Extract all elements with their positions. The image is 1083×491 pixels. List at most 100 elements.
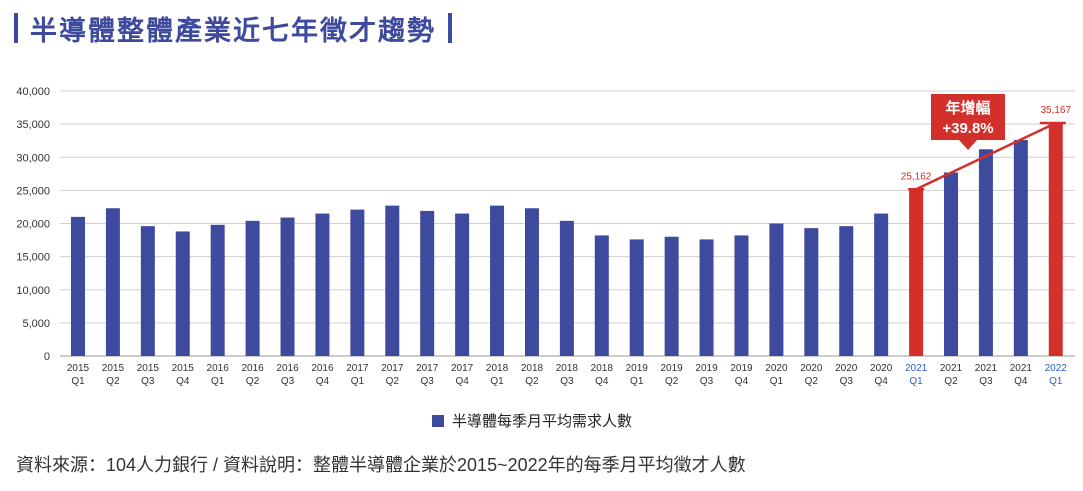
y-tick-label: 20,000 bbox=[16, 219, 50, 231]
x-tick-quarter: Q3 bbox=[141, 376, 155, 387]
x-tick-year: 2017 bbox=[346, 363, 369, 374]
x-tick-quarter: Q3 bbox=[560, 376, 574, 387]
growth-callout-box bbox=[931, 94, 1005, 150]
bar bbox=[734, 235, 749, 356]
x-tick-quarter: Q1 bbox=[909, 376, 923, 387]
x-tick-quarter: Q2 bbox=[106, 376, 120, 387]
x-tick-quarter: Q3 bbox=[700, 376, 714, 387]
bar bbox=[594, 235, 609, 356]
x-tick-year: 2016 bbox=[276, 363, 299, 374]
y-tick-label: 40,000 bbox=[16, 86, 50, 98]
x-tick-year: 2021 bbox=[940, 363, 963, 374]
x-tick-year: 2020 bbox=[800, 363, 823, 374]
y-tick-label: 25,000 bbox=[16, 185, 50, 197]
x-tick-year: 2021 bbox=[975, 363, 998, 374]
y-tick-label: 30,000 bbox=[16, 152, 50, 164]
bar bbox=[455, 213, 470, 356]
bar bbox=[280, 217, 295, 356]
x-tick-year: 2021 bbox=[905, 363, 928, 374]
x-tick-year: 2017 bbox=[416, 363, 439, 374]
y-tick-label: 0 bbox=[44, 351, 50, 363]
bar bbox=[874, 213, 889, 356]
bar bbox=[839, 226, 854, 356]
bar-chart: 0 5,000 10,000 15,000 20,000 25,000 30,000 35,0… bbox=[16, 86, 1075, 387]
data-label: 35,167 bbox=[1040, 105, 1071, 116]
bar bbox=[944, 172, 958, 356]
growth-callout-title: 年增幅 bbox=[945, 99, 990, 117]
x-tick-year: 2021 bbox=[1010, 363, 1033, 374]
bar bbox=[1048, 123, 1063, 357]
x-tick-quarter: Q4 bbox=[1014, 376, 1028, 387]
title-bar-left bbox=[14, 13, 18, 43]
x-tick-year: 2018 bbox=[521, 363, 544, 374]
x-tick-year: 2018 bbox=[556, 363, 579, 374]
y-tick-label: 5,000 bbox=[22, 318, 50, 330]
x-tick-quarter: Q4 bbox=[316, 376, 330, 387]
x-tick-quarter: Q4 bbox=[735, 376, 749, 387]
x-tick-year: 2017 bbox=[381, 363, 404, 374]
y-tick-label: 35,000 bbox=[16, 119, 50, 131]
bar bbox=[210, 224, 225, 356]
trend-line bbox=[915, 121, 1057, 191]
x-tick-year: 2016 bbox=[311, 363, 334, 374]
legend-label: 半導體每季月平均需求人數 bbox=[452, 412, 633, 430]
x-tick-year: 2015 bbox=[102, 363, 125, 374]
bar bbox=[769, 223, 784, 356]
bar bbox=[140, 226, 155, 356]
title-bar-right bbox=[448, 13, 452, 43]
x-tick-year: 2020 bbox=[765, 363, 788, 374]
x-tick-quarter: Q4 bbox=[176, 376, 190, 387]
x-tick-quarter: Q1 bbox=[71, 376, 85, 387]
x-tick-quarter: Q4 bbox=[874, 376, 888, 387]
x-tick-quarter: Q4 bbox=[455, 376, 469, 387]
title-text: 半導體整體產業近七年徵才趨勢 bbox=[30, 15, 436, 47]
x-tick-year: 2020 bbox=[870, 363, 893, 374]
bar bbox=[629, 239, 644, 356]
x-tick-quarter: Q1 bbox=[351, 376, 365, 387]
x-tick-year: 2017 bbox=[451, 363, 474, 374]
x-tick-quarter: Q2 bbox=[525, 376, 539, 387]
x-tick-year: 2019 bbox=[695, 363, 718, 374]
x-tick-year: 2015 bbox=[137, 363, 160, 374]
bar bbox=[245, 220, 260, 356]
bar bbox=[804, 228, 819, 356]
bar bbox=[71, 216, 85, 356]
x-tick-year: 2019 bbox=[730, 363, 753, 374]
y-tick-label: 15,000 bbox=[16, 252, 50, 264]
bar bbox=[385, 205, 400, 356]
growth-callout-value: +39.8% bbox=[942, 120, 993, 137]
x-tick-quarter: Q1 bbox=[1049, 376, 1063, 387]
x-tick-year: 2015 bbox=[67, 363, 90, 374]
bar bbox=[1013, 140, 1028, 356]
bar bbox=[175, 231, 190, 356]
bar bbox=[664, 236, 679, 356]
x-tick-quarter: Q2 bbox=[246, 376, 260, 387]
data-label: 25,162 bbox=[901, 171, 932, 182]
x-tick-quarter: Q2 bbox=[944, 376, 958, 387]
x-tick-quarter: Q1 bbox=[490, 376, 504, 387]
bar bbox=[105, 208, 120, 356]
x-tick-quarter: Q3 bbox=[421, 376, 435, 387]
x-tick-quarter: Q3 bbox=[281, 376, 295, 387]
bar bbox=[315, 213, 330, 356]
y-tick-label: 10,000 bbox=[16, 285, 50, 297]
x-tick-quarter: Q1 bbox=[211, 376, 225, 387]
x-tick-year: 2018 bbox=[591, 363, 614, 374]
bar bbox=[490, 205, 505, 356]
x-tick-year: 2018 bbox=[486, 363, 509, 374]
bar bbox=[524, 208, 539, 356]
x-tick-quarter: Q3 bbox=[979, 376, 993, 387]
x-tick-quarter: Q3 bbox=[840, 376, 854, 387]
bar bbox=[420, 210, 435, 356]
x-tick-year: 2019 bbox=[626, 363, 649, 374]
x-tick-quarter: Q4 bbox=[595, 376, 609, 387]
chart-title: 半導體整體產業近七年徵才趨勢 bbox=[14, 6, 452, 50]
bar bbox=[350, 209, 365, 356]
x-tick-year: 2016 bbox=[241, 363, 264, 374]
x-tick-quarter: Q1 bbox=[630, 376, 644, 387]
legend: 半導體每季月平均需求人數 bbox=[432, 410, 632, 431]
x-tick-quarter: Q1 bbox=[770, 376, 784, 387]
legend-swatch bbox=[432, 414, 444, 427]
bar bbox=[559, 220, 574, 356]
x-tick-quarter: Q2 bbox=[805, 376, 819, 387]
